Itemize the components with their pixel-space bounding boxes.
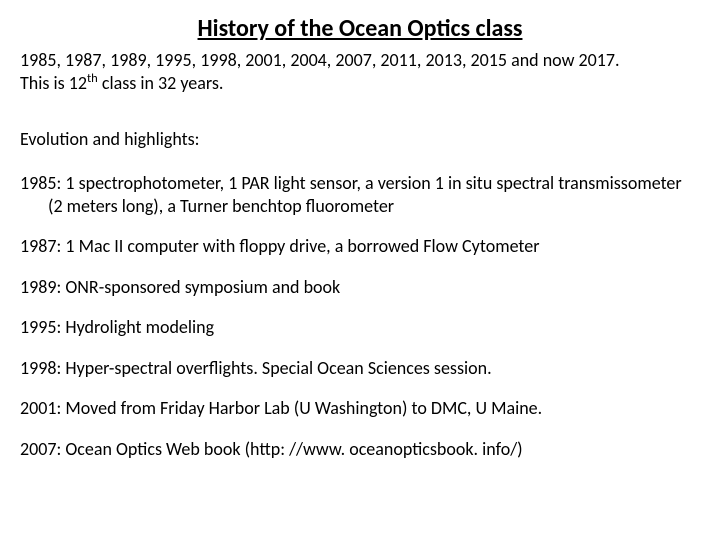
slide: History of the Ocean Optics class 1985, … <box>0 0 720 540</box>
timeline-entry: 1995: Hydrolight modeling <box>20 316 700 339</box>
intro-count-pre: This is 12 <box>20 72 87 94</box>
timeline-entry: 1989: ONR-sponsored symposium and book <box>20 276 700 299</box>
intro-count-sup: th <box>87 71 98 86</box>
timeline-entry: 1987: 1 Mac II computer with floppy driv… <box>20 235 700 258</box>
intro-count-post: class in 32 years. <box>98 72 224 94</box>
timeline-entry: 2001: Moved from Friday Harbor Lab (U Wa… <box>20 397 700 420</box>
intro-years: 1985, 1987, 1989, 1995, 1998, 2001, 2004… <box>20 49 620 71</box>
section-label: Evolution and highlights: <box>20 128 700 150</box>
timeline-entry: 1998: Hyper-spectral overflights. Specia… <box>20 357 700 380</box>
timeline-entry: 2007: Ocean Optics Web book (http: //www… <box>20 438 700 461</box>
timeline-entry: 1985: 1 spectrophotometer, 1 PAR light s… <box>20 172 700 217</box>
slide-title: History of the Ocean Optics class <box>20 14 700 43</box>
intro-paragraph: 1985, 1987, 1989, 1995, 1998, 2001, 2004… <box>20 49 700 94</box>
